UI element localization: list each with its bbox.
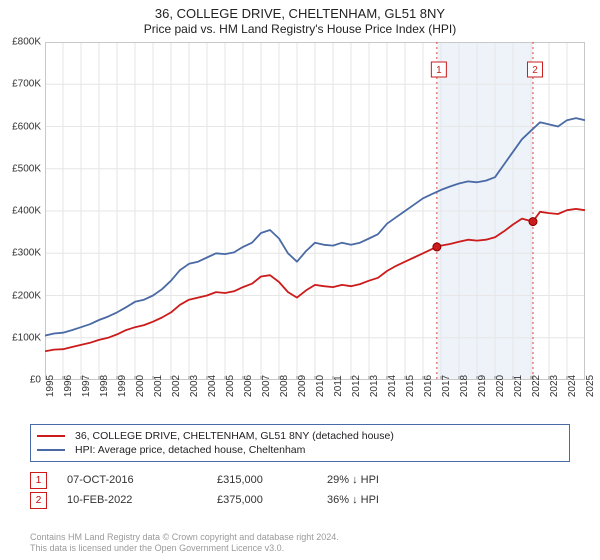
legend-row: 36, COLLEGE DRIVE, CHELTENHAM, GL51 8NY … — [37, 429, 563, 443]
x-tick-label: 2011 — [333, 375, 344, 397]
x-tick-label: 2022 — [531, 375, 542, 397]
sale-row: 2 10-FEB-2022£375,00036% ↓ HPI — [30, 490, 570, 510]
x-tick-label: 2004 — [207, 375, 218, 397]
sale-date: 07-OCT-2016 — [67, 474, 217, 486]
x-tick-label: 2007 — [261, 375, 272, 397]
footer-line-2: This data is licensed under the Open Gov… — [30, 543, 570, 554]
x-tick-label: 1996 — [63, 375, 74, 397]
x-tick-label: 2013 — [369, 375, 380, 397]
chart-container: 36, COLLEGE DRIVE, CHELTENHAM, GL51 8NY … — [0, 0, 600, 560]
x-tick-label: 2010 — [315, 375, 326, 397]
sale-row: 1 07-OCT-2016£315,00029% ↓ HPI — [30, 470, 570, 490]
sale-marker-box: 1 — [30, 472, 47, 489]
x-axis: 1995199619971998199920002001200220032004… — [45, 384, 585, 418]
svg-text:2: 2 — [532, 65, 538, 76]
x-tick-label: 2025 — [585, 375, 596, 397]
x-tick-label: 2015 — [405, 375, 416, 397]
x-tick-label: 1999 — [117, 375, 128, 397]
sales-table: 1 07-OCT-2016£315,00029% ↓ HPI 2 10-FEB-202… — [30, 470, 570, 510]
x-tick-label: 2018 — [459, 375, 470, 397]
y-tick-label: £100K — [12, 332, 41, 343]
x-tick-label: 2006 — [243, 375, 254, 397]
chart-subtitle: Price paid vs. HM Land Registry's House … — [0, 22, 600, 36]
y-tick-label: £600K — [12, 121, 41, 132]
chart-title: 36, COLLEGE DRIVE, CHELTENHAM, GL51 8NY — [0, 6, 600, 21]
x-tick-label: 2001 — [153, 375, 164, 397]
x-tick-label: 2021 — [513, 375, 524, 397]
x-tick-label: 2014 — [387, 375, 398, 397]
sale-date: 10-FEB-2022 — [67, 494, 217, 506]
x-tick-label: 2000 — [135, 375, 146, 397]
y-tick-label: £300K — [12, 248, 41, 259]
legend-row: HPI: Average price, detached house, Chel… — [37, 443, 563, 457]
y-tick-label: £200K — [12, 290, 41, 301]
x-tick-label: 1997 — [81, 375, 92, 397]
x-tick-label: 2016 — [423, 375, 434, 397]
x-tick-label: 2003 — [189, 375, 200, 397]
y-tick-label: £500K — [12, 163, 41, 174]
sale-price: £315,000 — [217, 474, 327, 486]
x-tick-label: 2009 — [297, 375, 308, 397]
x-tick-label: 2008 — [279, 375, 290, 397]
sale-marker-box: 2 — [30, 492, 47, 509]
y-axis: £0£100K£200K£300K£400K£500K£600K£700K£80… — [0, 42, 43, 380]
x-tick-label: 1998 — [99, 375, 110, 397]
chart-svg: 12 — [45, 42, 585, 380]
legend: 36, COLLEGE DRIVE, CHELTENHAM, GL51 8NY … — [30, 424, 570, 462]
sale-delta: 29% ↓ HPI — [327, 474, 467, 486]
sale-price: £375,000 — [217, 494, 327, 506]
legend-label: HPI: Average price, detached house, Chel… — [75, 443, 305, 457]
legend-swatch — [37, 449, 65, 451]
y-tick-label: £400K — [12, 206, 41, 217]
x-tick-label: 2023 — [549, 375, 560, 397]
x-tick-label: 1995 — [45, 375, 56, 397]
x-tick-label: 2020 — [495, 375, 506, 397]
x-tick-label: 2005 — [225, 375, 236, 397]
x-tick-label: 2017 — [441, 375, 452, 397]
y-tick-label: £700K — [12, 79, 41, 90]
x-tick-label: 2019 — [477, 375, 488, 397]
footer-line-1: Contains HM Land Registry data © Crown c… — [30, 532, 570, 543]
y-tick-label: £0 — [30, 375, 41, 386]
y-tick-label: £800K — [12, 37, 41, 48]
x-tick-label: 2002 — [171, 375, 182, 397]
footer: Contains HM Land Registry data © Crown c… — [30, 532, 570, 555]
plot-area: 12 — [45, 42, 585, 380]
title-block: 36, COLLEGE DRIVE, CHELTENHAM, GL51 8NY … — [0, 0, 600, 36]
svg-text:1: 1 — [436, 65, 442, 76]
x-tick-label: 2024 — [567, 375, 578, 397]
legend-swatch — [37, 435, 65, 437]
legend-label: 36, COLLEGE DRIVE, CHELTENHAM, GL51 8NY … — [75, 429, 394, 443]
sale-delta: 36% ↓ HPI — [327, 494, 467, 506]
x-tick-label: 2012 — [351, 375, 362, 397]
